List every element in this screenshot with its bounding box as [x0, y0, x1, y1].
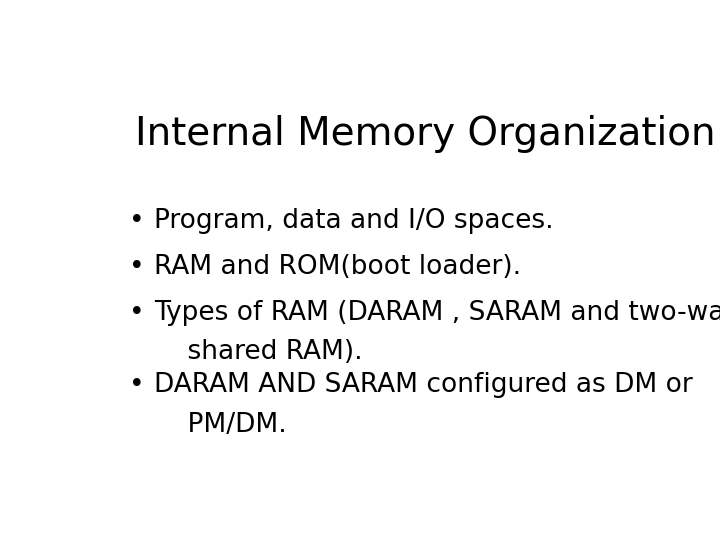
- Text: Types of RAM (DARAM , SARAM and two-way: Types of RAM (DARAM , SARAM and two-way: [154, 300, 720, 326]
- Text: •: •: [129, 373, 145, 399]
- Text: •: •: [129, 208, 145, 234]
- Text: DARAM AND SARAM configured as DM or: DARAM AND SARAM configured as DM or: [154, 373, 693, 399]
- Text: Program, data and I/O spaces.: Program, data and I/O spaces.: [154, 208, 554, 234]
- Text: Internal Memory Organization: Internal Memory Organization: [135, 114, 715, 153]
- Text: shared RAM).: shared RAM).: [154, 339, 363, 365]
- Text: •: •: [129, 254, 145, 280]
- Text: RAM and ROM(boot loader).: RAM and ROM(boot loader).: [154, 254, 521, 280]
- Text: •: •: [129, 300, 145, 326]
- Text: PM/DM.: PM/DM.: [154, 412, 287, 438]
